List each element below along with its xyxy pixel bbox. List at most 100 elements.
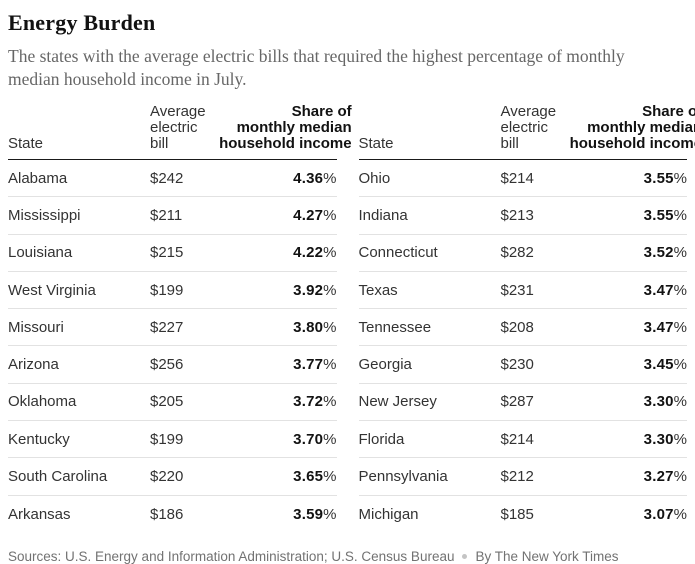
percent-sign: % <box>673 318 687 336</box>
cell-share: 3.59% <box>191 505 337 523</box>
table-row: New Jersey $287 3.30% <box>358 384 687 422</box>
table-row: Georgia $230 3.45% <box>358 346 687 384</box>
cell-state: Tennessee <box>358 318 432 336</box>
share-value: 3.07 <box>643 505 674 523</box>
table-row: Indiana $213 3.55% <box>358 197 687 235</box>
share-value: 3.27 <box>643 468 674 486</box>
cell-bill: $287 <box>500 393 534 411</box>
cell-bill: $208 <box>500 318 534 336</box>
percent-sign: % <box>673 393 687 411</box>
table-row: Tennessee $208 3.47% <box>358 309 687 347</box>
cell-share: 3.72% <box>191 393 336 411</box>
percent-sign: % <box>673 206 687 224</box>
percent-sign: % <box>323 244 337 262</box>
tables-container: State Average electric bill Share of mon… <box>8 103 695 533</box>
table-row: Connecticut $282 3.52% <box>358 235 687 272</box>
cell-bill: $242 <box>150 169 184 187</box>
percent-sign: % <box>673 505 687 523</box>
column-header-state: State <box>8 135 44 152</box>
cell-state: Arkansas <box>8 505 71 523</box>
percent-sign: % <box>323 318 337 336</box>
cell-share: 3.07% <box>541 506 687 523</box>
cell-share: 3.77% <box>191 356 336 374</box>
share-value: 3.59 <box>293 505 324 523</box>
share-value: 3.55 <box>643 206 674 224</box>
cell-bill: $205 <box>150 393 184 411</box>
cell-bill: $199 <box>150 430 184 448</box>
cell-bill: $211 <box>150 206 183 224</box>
share-value: 3.72 <box>293 393 324 411</box>
cell-share: 3.55% <box>541 207 687 224</box>
table-row: Pennsylvania $212 3.27% <box>358 458 687 496</box>
cell-share: 3.47% <box>541 319 687 336</box>
table-body: Alabama $242 4.36% Mississippi $211 4.27… <box>8 160 337 533</box>
percent-sign: % <box>673 281 687 299</box>
cell-state: New Jersey <box>358 393 437 411</box>
energy-table-right: State Average electric bill Share of mon… <box>358 103 695 533</box>
column-header-share: Share of monthly median household income <box>569 103 695 152</box>
cell-state: Oklahoma <box>8 393 77 411</box>
cell-state: Mississippi <box>8 206 81 224</box>
cell-bill: $186 <box>150 505 184 523</box>
table-row: Arkansas $186 3.59% <box>8 496 337 533</box>
percent-sign: % <box>323 430 337 448</box>
cell-state: Ohio <box>358 169 391 187</box>
cell-share: 4.22% <box>191 244 337 262</box>
percent-sign: % <box>673 169 687 187</box>
cell-share: 3.47% <box>541 282 687 299</box>
share-value: 3.55 <box>643 169 674 187</box>
share-value: 3.70 <box>293 430 324 448</box>
cell-bill: $214 <box>500 430 534 448</box>
table-row: Alabama $242 4.36% <box>8 160 337 198</box>
cell-state: South Carolina <box>8 468 108 486</box>
percent-sign: % <box>673 244 687 262</box>
table-row: Ohio $214 3.55% <box>358 160 687 198</box>
table-header-row: State Average electric bill Share of mon… <box>8 103 352 160</box>
cell-state: West Virginia <box>8 281 96 299</box>
cell-share: 4.27% <box>191 206 337 224</box>
cell-state: Missouri <box>8 318 64 336</box>
cell-bill: $215 <box>150 244 184 262</box>
table-row: Arizona $256 3.77% <box>8 346 337 384</box>
share-value: 3.92 <box>293 281 324 299</box>
cell-bill: $214 <box>500 169 534 187</box>
cell-state: Connecticut <box>358 244 438 262</box>
share-value: 3.30 <box>643 393 674 411</box>
cell-share: 3.52% <box>541 244 687 261</box>
percent-sign: % <box>673 356 687 374</box>
cell-share: 3.55% <box>541 170 687 187</box>
share-value: 3.65 <box>293 468 324 486</box>
column-header-bill: Average electric bill <box>500 103 557 152</box>
share-value: 3.45 <box>643 356 674 374</box>
cell-share: 3.30% <box>541 393 687 410</box>
percent-sign: % <box>323 169 337 187</box>
cell-state: Florida <box>358 430 405 448</box>
share-value: 3.77 <box>293 356 324 374</box>
column-header-bill: Average electric bill <box>150 103 206 152</box>
cell-bill: $199 <box>150 281 184 299</box>
table-row: Kentucky $199 3.70% <box>8 421 337 459</box>
table-row: Florida $214 3.30% <box>358 421 687 459</box>
cell-bill: $256 <box>150 356 184 374</box>
percent-sign: % <box>323 206 337 224</box>
table-row: Missouri $227 3.80% <box>8 309 337 347</box>
table-header-row: State Average electric bill Share of mon… <box>358 103 695 160</box>
cell-share: 3.30% <box>541 431 687 448</box>
share-value: 3.30 <box>643 430 674 448</box>
percent-sign: % <box>673 430 687 448</box>
cell-bill: $282 <box>500 244 534 262</box>
percent-sign: % <box>323 468 337 486</box>
share-value: 4.22 <box>293 244 324 262</box>
cell-state: Kentucky <box>8 430 70 448</box>
cell-share: 3.92% <box>191 281 336 299</box>
cell-bill: $213 <box>500 206 534 224</box>
cell-share: 4.36% <box>191 169 337 187</box>
percent-sign: % <box>323 505 337 523</box>
table-row: South Carolina $220 3.65% <box>8 458 337 496</box>
cell-bill: $231 <box>500 281 534 299</box>
cell-share: 3.80% <box>191 318 337 336</box>
cell-state: Arizona <box>8 356 59 374</box>
footer-byline: By The New York Times <box>475 548 619 564</box>
cell-share: 3.45% <box>541 356 687 373</box>
share-value: 4.27 <box>293 206 324 224</box>
